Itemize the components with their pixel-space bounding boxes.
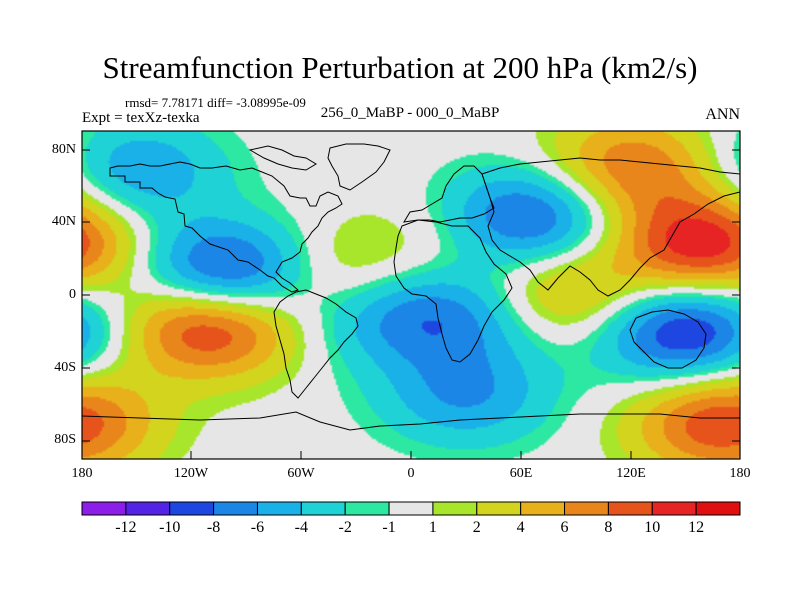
colorbar-tick-label: 8 [604, 519, 612, 536]
coastline-antarctica [82, 411, 740, 431]
colorbar-tick-label: -10 [159, 519, 180, 536]
coastline-australia [629, 309, 707, 369]
contour-raster [82, 131, 740, 459]
lon-label-120w: 120W [173, 466, 209, 481]
map-title: Streamfunction Perturbation at 200 hPa (… [102, 50, 698, 85]
colorbar-swatch [520, 501, 566, 516]
colorbar-swatch [607, 501, 653, 516]
difference-text: 256_0_MaBP - 000_0_MaBP [320, 105, 500, 121]
colorbar-swatch [695, 501, 741, 516]
lat-label-40n: 40N [51, 214, 76, 229]
colorbar-swatch [344, 501, 390, 516]
colorbar-tick-label: -8 [207, 519, 220, 536]
colorbar-swatch [169, 501, 215, 516]
stats-text: rmsd= 7.78171 diff= -3.08995e-09 [125, 95, 306, 110]
lat-label-80s: 80S [54, 432, 76, 447]
colorbar-tick-label: 10 [644, 519, 660, 536]
colorbar-tick-label: 4 [517, 519, 525, 536]
colorbar-swatch [476, 501, 522, 516]
colorbar-tick-label: -6 [251, 519, 264, 536]
experiment-text: Expt = texXz-texka [82, 110, 200, 126]
colorbar-tick-label: 1 [429, 519, 437, 536]
colorbar-tick-label: -4 [295, 519, 308, 536]
colorbar-tick-label: 2 [473, 519, 481, 536]
colorbar-tick-label: -2 [339, 519, 352, 536]
colorbar-swatch [388, 501, 434, 516]
coastline-arctic-islands [248, 145, 317, 171]
colorbar-swatch [213, 501, 258, 516]
colorbar-swatch [564, 501, 609, 516]
colorbar-swatch [300, 501, 346, 516]
coastline-africa [393, 219, 513, 363]
colorbar-tick-label: 12 [688, 519, 704, 536]
axis-ticks [82, 149, 740, 459]
colorbar-swatch [432, 501, 478, 516]
season-text: ANN [705, 106, 740, 123]
colorbar-tick-label: -1 [382, 519, 395, 536]
lon-label-120e: 120E [616, 466, 646, 481]
colorbar-swatch [125, 501, 171, 516]
contour-field [82, 131, 740, 459]
lat-label-40s: 40S [54, 360, 76, 375]
colorbar-swatch [81, 501, 127, 516]
lon-label-60w: 60W [287, 466, 315, 481]
colorbar-swatch [256, 501, 302, 516]
colorbar-swatch [651, 501, 697, 516]
colorbar-tick-label: 6 [561, 519, 569, 536]
lat-label-eq: 0 [69, 287, 76, 302]
lat-label-80n: 80N [51, 142, 76, 157]
coastline-asia [481, 157, 740, 297]
lon-label-60e: 60E [509, 466, 533, 481]
lon-label-180w: 180 [71, 466, 93, 481]
coastline-greenland [327, 143, 391, 191]
coastline-north-america [109, 161, 343, 293]
colorbar-tick-label: -12 [115, 519, 136, 536]
lon-label-180e: 180 [729, 466, 751, 481]
coastlines [82, 143, 740, 431]
colorbar: -12 -10 -8 -6 -4 -2 -1 1 2 4 6 8 10 12 [81, 501, 741, 536]
coastline-south-america [273, 289, 359, 399]
lon-label-0: 0 [407, 466, 415, 481]
